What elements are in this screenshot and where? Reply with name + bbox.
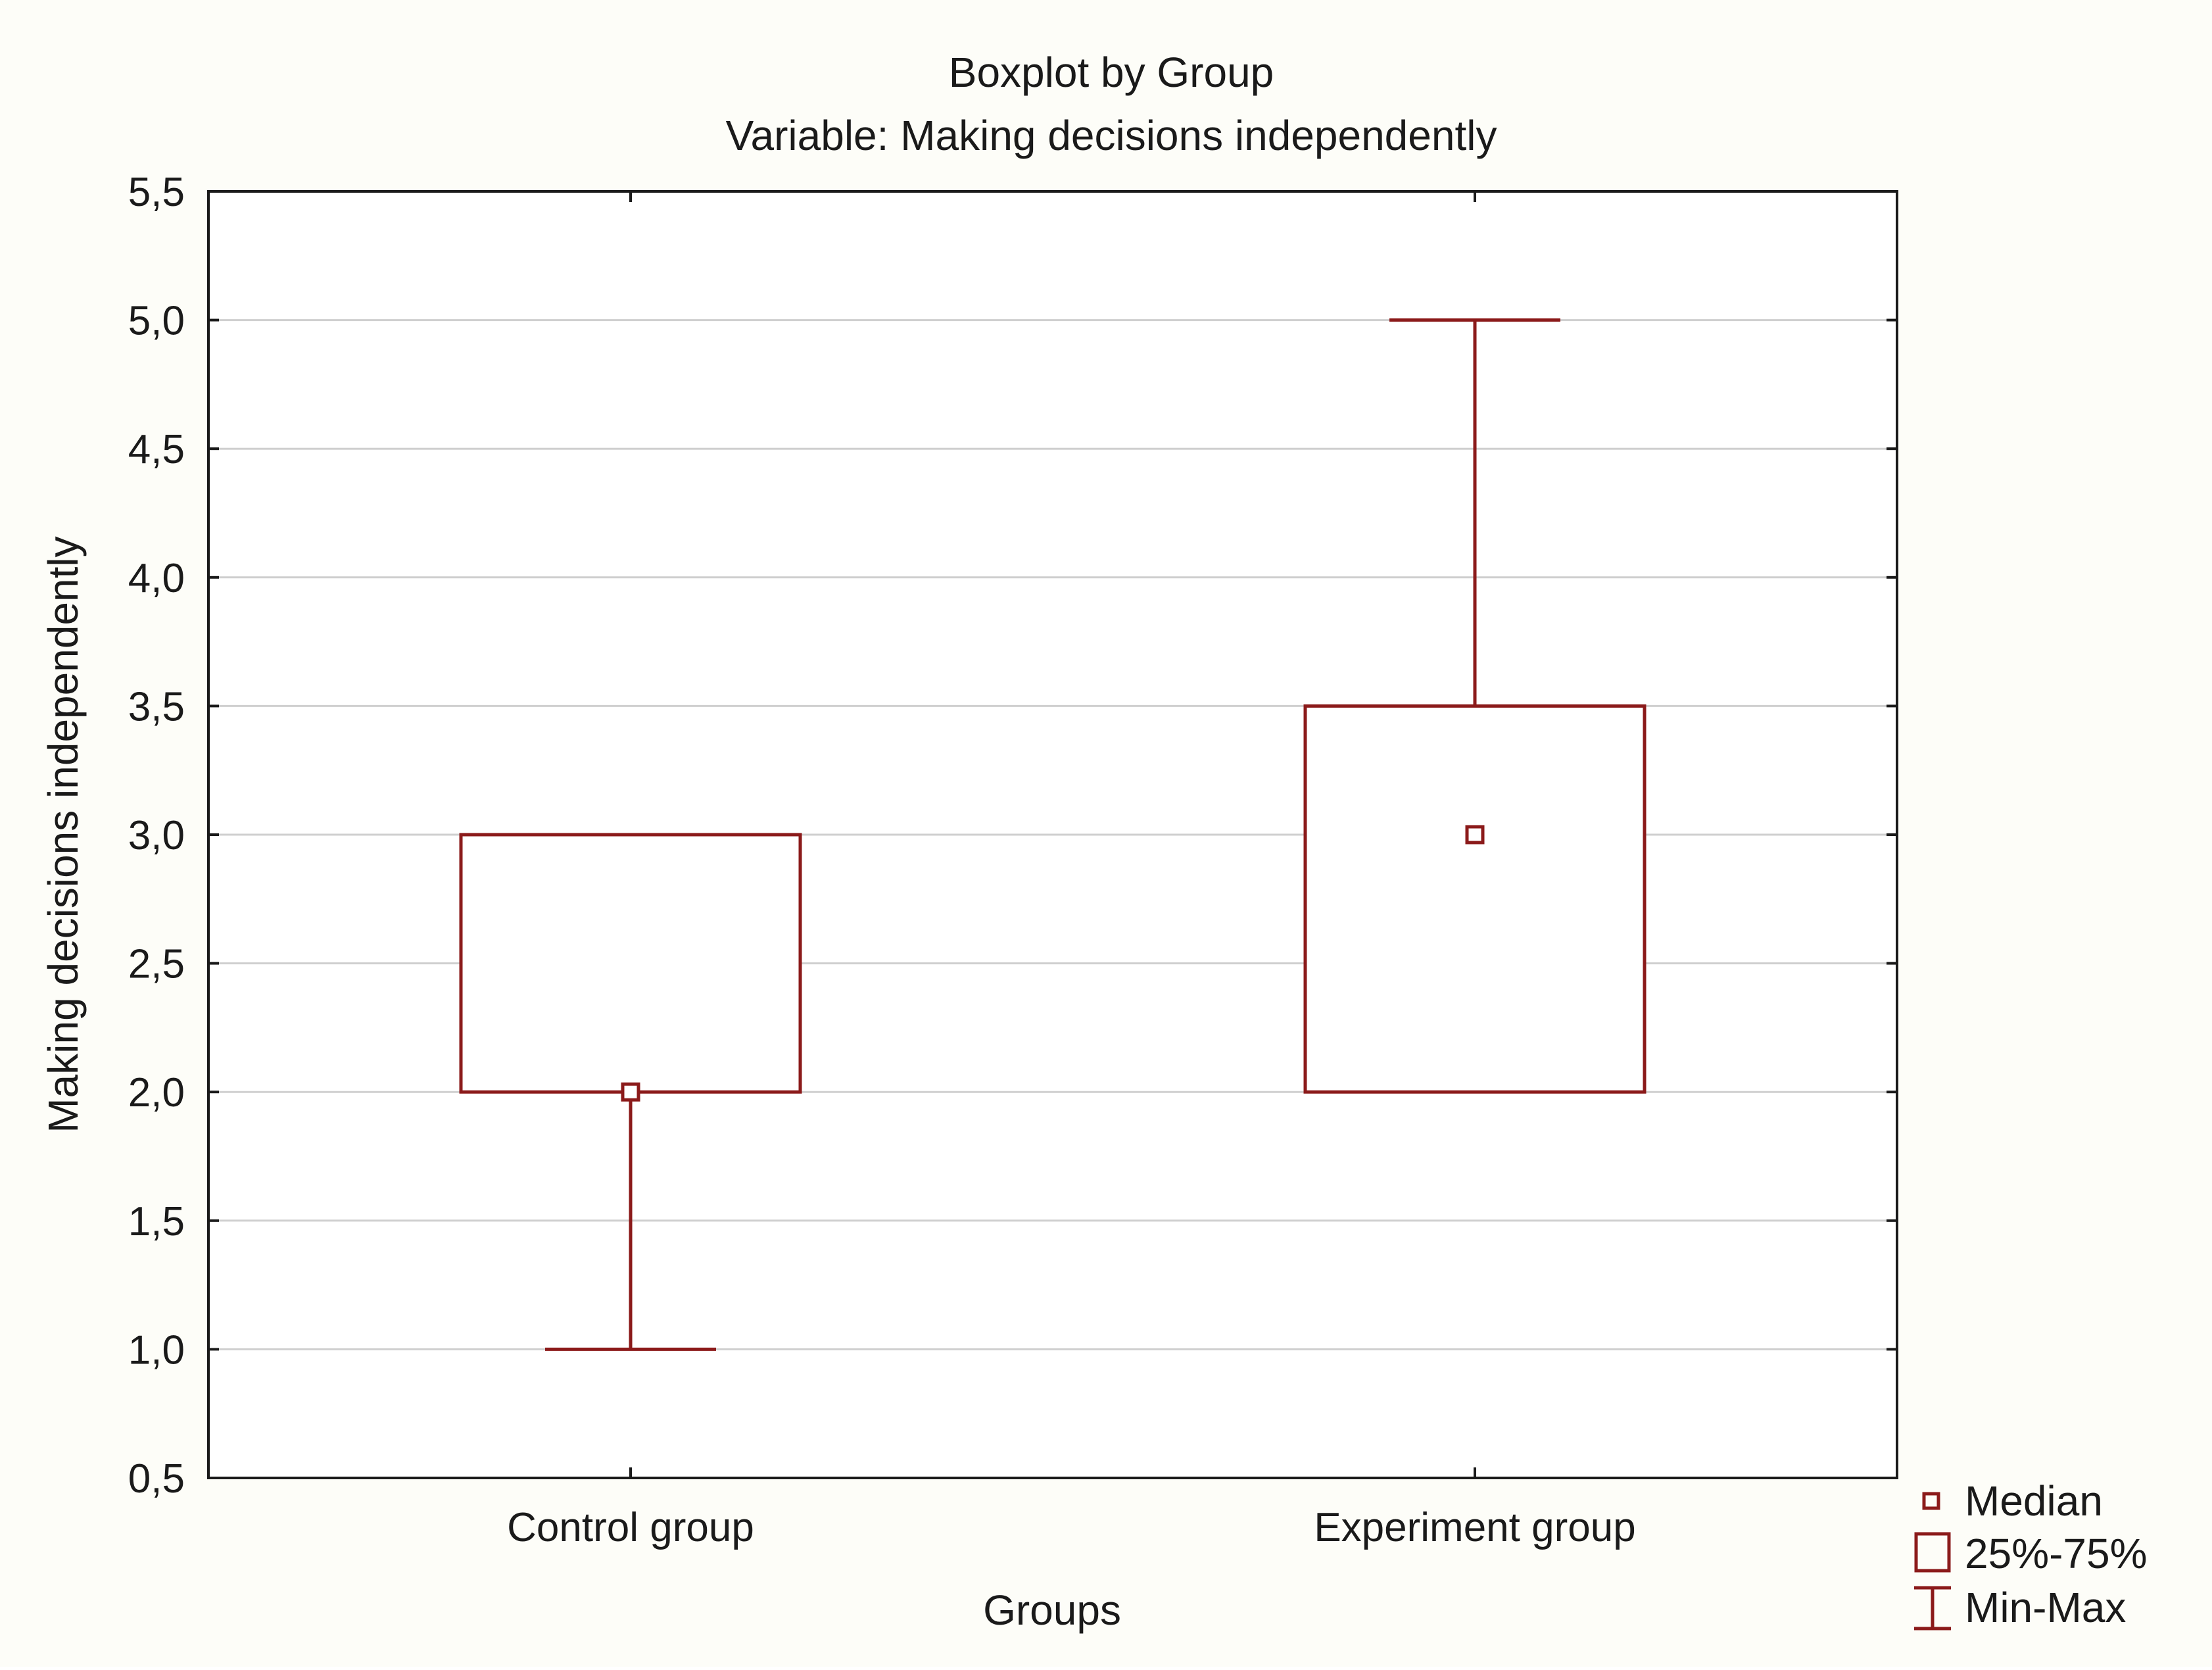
legend-minmax-swatch bbox=[1914, 1586, 1951, 1631]
legend: Median 25%-75% Min-Max bbox=[1914, 1477, 2148, 1631]
box-series bbox=[459, 318, 1647, 1351]
y-tick-label: 1,5 bbox=[128, 1199, 185, 1244]
chart-subtitle: Variable: Making decisions independently bbox=[726, 112, 1497, 159]
y-tick-label: 2,5 bbox=[128, 942, 185, 987]
iqr-box bbox=[1303, 704, 1647, 1094]
legend-minmax-label: Min-Max bbox=[1965, 1584, 2126, 1631]
axis-ticks: 0,5 1,0 1,5 2,0 2,5 3,0 3,5 4,0 4,5 5,0 5,5 Control… bbox=[128, 170, 1897, 1550]
chart-title: Boxplot by Group bbox=[949, 49, 1274, 96]
iqr-box bbox=[459, 833, 802, 1094]
x-tick-label: Control group bbox=[507, 1505, 754, 1550]
legend-median-label: Median bbox=[1965, 1477, 2103, 1525]
x-tick-label: Experiment group bbox=[1314, 1505, 1635, 1550]
y-tick-label: 2,0 bbox=[128, 1070, 185, 1116]
y-tick-label: 5,0 bbox=[128, 299, 185, 344]
y-tick-label: 4,5 bbox=[128, 427, 185, 472]
median-marker bbox=[1465, 825, 1485, 845]
legend-box-label: 25%-75% bbox=[1965, 1530, 2148, 1577]
legend-median-swatch bbox=[1922, 1492, 1940, 1510]
y-tick-label: 1,0 bbox=[128, 1327, 185, 1373]
y-tick-label: 3,5 bbox=[128, 684, 185, 729]
x-axis-label: Groups bbox=[983, 1586, 1121, 1634]
y-axis-label: Making decisions independently bbox=[39, 536, 87, 1133]
y-tick-label: 3,0 bbox=[128, 813, 185, 858]
box-group bbox=[459, 833, 802, 1351]
y-tick-label: 5,5 bbox=[128, 170, 185, 215]
legend-box-swatch bbox=[1914, 1532, 1951, 1573]
median-marker bbox=[621, 1082, 640, 1102]
box-group bbox=[1303, 318, 1647, 1094]
y-tick-label: 0,5 bbox=[128, 1456, 185, 1502]
y-tick-label: 4,0 bbox=[128, 556, 185, 601]
